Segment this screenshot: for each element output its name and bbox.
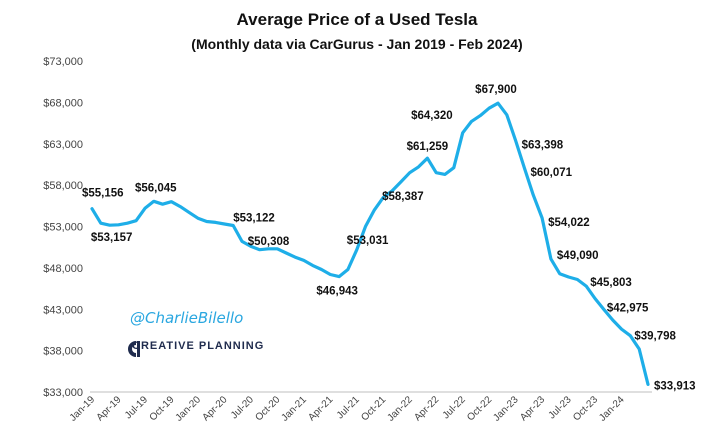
brand-name: CREATIVE PLANNING (132, 340, 265, 352)
x-tick-label: Oct-21 (359, 394, 388, 423)
y-tick-label: $53,000 (43, 222, 83, 234)
x-tick-label: Jan-21 (280, 394, 310, 424)
data-label: $54,022 (548, 217, 590, 229)
y-tick-label: $33,000 (43, 387, 83, 399)
data-label: $46,943 (316, 286, 358, 298)
x-tick-label: Jan-23 (491, 394, 521, 424)
x-tick-label: Jul-20 (229, 394, 256, 421)
data-label: $50,308 (248, 236, 290, 248)
x-tick-label: Jul-22 (441, 394, 468, 421)
price-series-line (90, 101, 650, 386)
creative-planning-logo-icon (128, 341, 140, 357)
x-tick-label: Jul-21 (335, 394, 362, 421)
x-tick-label: Apr-19 (95, 394, 124, 423)
x-tick-label: Oct-22 (465, 394, 494, 423)
x-tick-label: Jan-22 (385, 394, 415, 424)
data-label: $64,320 (411, 110, 453, 122)
data-label: $56,045 (135, 182, 177, 194)
data-label: $42,975 (607, 302, 649, 314)
y-tick-label: $58,000 (43, 180, 83, 192)
x-tick-label: Oct-20 (253, 394, 282, 423)
data-label: $58,387 (382, 191, 424, 203)
data-label: $67,900 (475, 84, 517, 96)
x-tick-label: Apr-20 (200, 394, 229, 423)
y-tick-label: $63,000 (43, 139, 83, 151)
data-label: $45,803 (590, 277, 632, 289)
x-tick-label: Oct-23 (571, 394, 600, 423)
data-label: $33,913 (654, 380, 696, 392)
data-label: $53,031 (347, 235, 389, 247)
y-tick-label: $48,000 (43, 263, 83, 275)
data-label: $55,156 (82, 188, 124, 200)
brand-logo: CREATIVE PLANNING (128, 340, 265, 357)
x-tick-label: Jul-19 (123, 394, 150, 421)
y-tick-label: $68,000 (43, 97, 83, 109)
x-tick-label: Jan-20 (174, 394, 204, 424)
y-tick-label: $43,000 (43, 304, 83, 316)
author-handle: @CharlieBilello (130, 309, 244, 327)
y-tick-label: $38,000 (43, 346, 83, 358)
data-label: $49,090 (557, 250, 599, 262)
x-tick-label: Apr-23 (518, 394, 547, 423)
x-tick-label: Oct-19 (148, 394, 177, 423)
y-tick-label: $73,000 (43, 56, 83, 68)
chart-title: Average Price of a Used Tesla (236, 10, 478, 29)
data-label: $61,259 (407, 141, 449, 153)
x-tick-label: Apr-22 (412, 394, 441, 423)
data-label: $53,157 (91, 232, 133, 244)
data-label: $63,398 (522, 139, 564, 151)
x-tick-label: Apr-21 (306, 394, 335, 423)
data-label: $60,071 (530, 167, 572, 179)
x-tick-label: Jul-23 (547, 394, 574, 421)
chart-subtitle: (Monthly data via CarGurus - Jan 2019 - … (191, 36, 523, 52)
data-label: $39,798 (634, 331, 676, 343)
x-tick-label: Jan-24 (597, 394, 627, 424)
data-label: $53,122 (233, 212, 275, 224)
